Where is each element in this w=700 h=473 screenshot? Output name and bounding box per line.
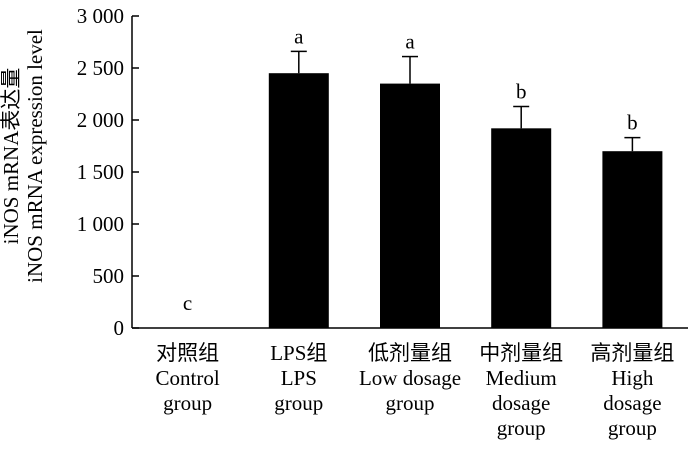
y-ticks: 0 500 1 000 1 500 2 000 2 500 3 000 bbox=[77, 4, 139, 340]
bar bbox=[602, 151, 663, 328]
category-label: Low dosage bbox=[359, 366, 461, 390]
bars: c a a b b bbox=[183, 24, 663, 328]
category-label: Medium bbox=[486, 366, 557, 390]
y-axis-title: iNOS mRNA表达量 iNOS mRNA expression level bbox=[0, 29, 47, 283]
bar bbox=[491, 128, 552, 328]
category-label: 高剂量组 bbox=[590, 341, 674, 365]
significance-letter: b bbox=[627, 111, 638, 135]
y-axis-title-line: iNOS mRNA表达量 bbox=[0, 68, 23, 245]
category-label: 中剂量组 bbox=[479, 341, 563, 365]
y-axis-title-line: iNOS mRNA expression level bbox=[23, 29, 47, 283]
bar bbox=[268, 73, 329, 328]
category-label: group bbox=[274, 391, 323, 415]
significance-letter: a bbox=[294, 24, 304, 48]
y-tick-label: 0 bbox=[114, 316, 125, 340]
category-label: Control bbox=[156, 366, 220, 390]
category-label: group bbox=[386, 391, 435, 415]
category-label: High bbox=[611, 366, 654, 390]
category-label: group bbox=[497, 416, 546, 440]
significance-letter: c bbox=[183, 291, 192, 315]
y-tick-label: 1 000 bbox=[77, 212, 124, 236]
category-label: dosage bbox=[492, 391, 550, 415]
category-label: dosage bbox=[603, 391, 661, 415]
y-tick-label: 3 000 bbox=[77, 4, 124, 28]
category-label: group bbox=[163, 391, 212, 415]
category-label: group bbox=[608, 416, 657, 440]
bar bbox=[380, 83, 440, 328]
category-label: 对照组 bbox=[156, 341, 219, 365]
significance-letter: b bbox=[516, 79, 527, 103]
category-label: 低剂量组 bbox=[368, 341, 452, 365]
category-label: LPS组 bbox=[270, 341, 327, 365]
category-label: LPS bbox=[281, 366, 317, 390]
significance-letter: a bbox=[405, 30, 415, 54]
y-tick-label: 2 000 bbox=[77, 108, 124, 132]
y-tick-label: 1 500 bbox=[77, 160, 124, 184]
y-tick-label: 500 bbox=[93, 264, 125, 288]
y-tick-label: 2 500 bbox=[77, 56, 124, 80]
